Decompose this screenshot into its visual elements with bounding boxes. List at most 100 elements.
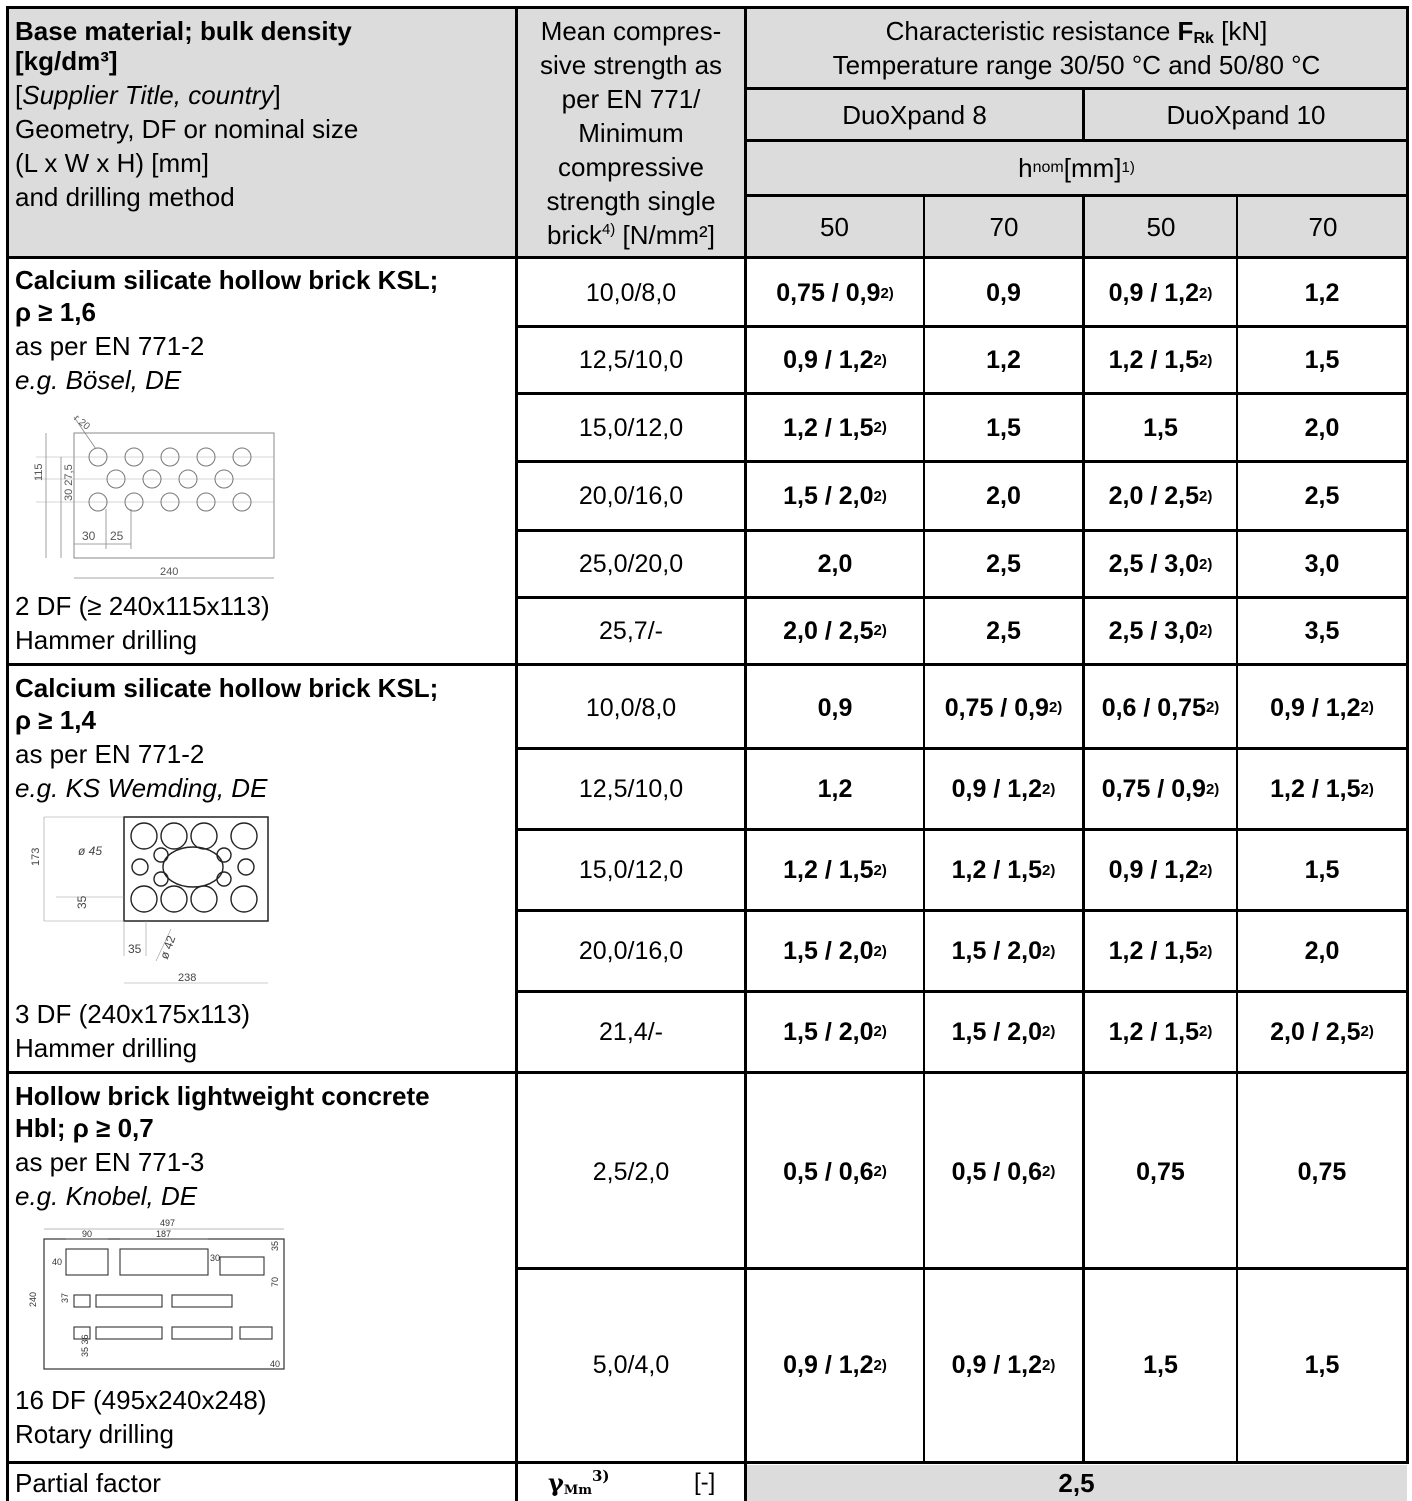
resistance-cell: 1,5 xyxy=(1085,1270,1236,1461)
resistance-value: 2,5 xyxy=(986,616,1021,645)
resistance-cell: 1,2 / 1,5 2) xyxy=(951,856,1056,884)
resistance-value: 1,5 xyxy=(986,413,1021,442)
strength-cell: 12,5/10,0 xyxy=(578,346,684,374)
strength-cell: 21,4/- xyxy=(599,1017,663,1046)
resistance-value: 0,9 / 1,2 xyxy=(783,1351,874,1379)
line-col1 xyxy=(515,6,518,1501)
resistance-value: 2,0 / 2,5 xyxy=(1108,482,1199,510)
resistance-cell: 2,0 / 2,5 2) xyxy=(783,616,887,645)
resistance-cell: 1,2 / 1,5 2) xyxy=(1108,346,1213,374)
resistance-cell: 0,9 xyxy=(925,261,1082,326)
footer-unit: [-] xyxy=(694,1469,716,1496)
group2-brick-drawing: 173 ø 45 35 35 ø 42 238 xyxy=(30,816,269,984)
resistance-cell: 1,5 / 2,0 2) xyxy=(951,1017,1056,1046)
row-separator xyxy=(516,1267,1409,1270)
group2-title-line2: ρ ≥ 1,4 xyxy=(15,705,96,735)
resistance-value: 1,5 / 2,0 xyxy=(783,1017,874,1046)
strength-cell: 15,0/12,0 xyxy=(578,856,684,884)
resistance-value: 2,5 xyxy=(1304,482,1340,510)
header-depth-8-50: 50 xyxy=(820,212,849,242)
header-strength-line3: per EN 771/ xyxy=(561,84,701,114)
group1-label-25: 25 xyxy=(110,529,124,543)
header-strength-line2: sive strength as xyxy=(539,50,723,80)
resistance-value: 2,5 xyxy=(986,550,1021,578)
resistance-value: 0,9 / 1,2 xyxy=(951,775,1042,803)
group3-label-90: 90 xyxy=(82,1229,92,1239)
resistance-cell: 2,0 xyxy=(747,532,923,597)
resistance-value: 2,0 xyxy=(817,550,853,578)
resistance-cell: 1,2 / 1,5 2) xyxy=(783,856,887,884)
group3-block-drawing: 497 90 187 40 30 35 70 240 37 35 36 40 xyxy=(28,1218,285,1370)
group2-label-d42: ø 42 xyxy=(157,933,178,961)
resistance-cell: 3,0 xyxy=(1238,532,1406,597)
resistance-cell: 0,75 xyxy=(1085,1076,1236,1268)
resistance-cell: 2,5 xyxy=(925,599,1082,663)
resistance-value: 2,0 xyxy=(1304,413,1340,442)
group3-label-35-36: 35 36 xyxy=(80,1334,90,1357)
header-strength-line6: strength single xyxy=(546,186,716,216)
group2-label-d45: ø 45 xyxy=(78,844,102,858)
resistance-cell: 1,2 / 1,5 2) xyxy=(1108,1017,1213,1046)
resistance-value: 3,5 xyxy=(1304,616,1340,645)
resistance-cell: 0,75 / 0,9 2) xyxy=(944,693,1063,722)
header-drilling-line: and drilling method xyxy=(15,182,235,212)
group-ksl-16-description: Calcium silicate hollow brick KSL; ρ ≥ 1… xyxy=(8,263,516,659)
resistance-cell: 1,5 / 2,0 2) xyxy=(951,937,1056,965)
group1-drilling: Hammer drilling xyxy=(15,625,198,655)
resistance-cell: 1,2 xyxy=(1238,261,1406,326)
row-separator xyxy=(516,828,1409,831)
group1-title-line1: Calcium silicate hollow brick KSL; xyxy=(15,265,439,295)
resistance-value: 2,5 / 3,0 xyxy=(1108,616,1199,645)
line-col2 xyxy=(744,6,747,1501)
group3-label-37: 37 xyxy=(60,1293,70,1303)
resistance-value: 2,0 xyxy=(986,482,1021,510)
header-base-material: Base material; bulk density [kg/dm³] [Su… xyxy=(8,14,516,254)
resistance-value: 1,5 xyxy=(1304,856,1340,884)
header-strength-line1: Mean compres- xyxy=(540,16,722,46)
resistance-value: 1,2 / 1,5 xyxy=(1108,1017,1199,1046)
resistance-cell: 0,75 / 0,9 2) xyxy=(1101,775,1220,803)
line-col3 xyxy=(923,194,925,1463)
header-depth-8-70: 70 xyxy=(989,212,1019,242)
group3-label-35: 35 xyxy=(270,1241,280,1251)
resistance-cell: 0,9 / 1,2 2) xyxy=(951,1351,1056,1379)
resistance-value: 0,9 xyxy=(817,693,853,722)
group1-brick-drawing: r 20 115 30 27,5 30 25 240 xyxy=(33,413,275,579)
header-geometry-line2: (L x W x H) [mm] xyxy=(15,148,210,178)
group3-label-40b: 40 xyxy=(270,1359,280,1369)
resistance-cell: 1,5 xyxy=(1238,328,1406,393)
resistance-value: 2,0 / 2,5 xyxy=(783,616,874,645)
group1-standard: as per EN 771-2 xyxy=(15,331,205,361)
strength-cell: 25,0/20,0 xyxy=(578,550,684,578)
resistance-cell: 2,5 xyxy=(1238,463,1406,530)
header-depth-10-50: 50 xyxy=(1146,212,1176,242)
footer-gamma-symbol: γMm3) xyxy=(548,1467,610,1498)
resistance-value: 1,2 / 1,5 xyxy=(1270,775,1361,803)
resistance-value: 0,75 / 0,9 xyxy=(776,279,881,307)
resistance-value: 1,5 xyxy=(1143,1351,1178,1379)
line-hdr-sub2 xyxy=(746,139,1409,142)
resistance-cell: 2,0 xyxy=(1238,395,1406,461)
resistance-value: 0,9 / 1,2 xyxy=(783,346,874,374)
group3-label-30: 30 xyxy=(210,1253,220,1263)
resistance-value: 1,2 xyxy=(817,775,853,803)
strength-cell: 20,0/16,0 xyxy=(578,937,684,965)
resistance-cell: 0,75 xyxy=(1238,1076,1406,1268)
resistance-value: 0,9 / 1,2 xyxy=(1108,279,1199,307)
strength-cell: 5,0/4,0 xyxy=(592,1351,670,1379)
header-title-line1: Base material; bulk density xyxy=(15,16,352,46)
resistance-value: 1,5 xyxy=(1304,346,1340,374)
resistance-value: 1,2 / 1,5 xyxy=(1108,346,1199,374)
resistance-cell: 1,5 xyxy=(1238,1270,1406,1461)
group2-label-35b: 35 xyxy=(128,942,142,956)
row-separator xyxy=(516,596,1409,599)
resistance-cell: 0,9 / 1,2 2) xyxy=(1270,693,1374,722)
resistance-cell: 1,5 xyxy=(1238,831,1406,910)
resistance-cell: 1,5 xyxy=(925,395,1082,461)
strength-cell: 10,0/8,0 xyxy=(585,693,677,722)
line-group1-bottom xyxy=(8,663,1409,666)
header-product-duoxpand-10: DuoXpand 10 xyxy=(1166,100,1326,130)
header-strength-line7: brick4) [N/mm²] xyxy=(547,220,715,250)
header-compressive-strength: Mean compres- sive strength as per EN 77… xyxy=(518,14,744,254)
